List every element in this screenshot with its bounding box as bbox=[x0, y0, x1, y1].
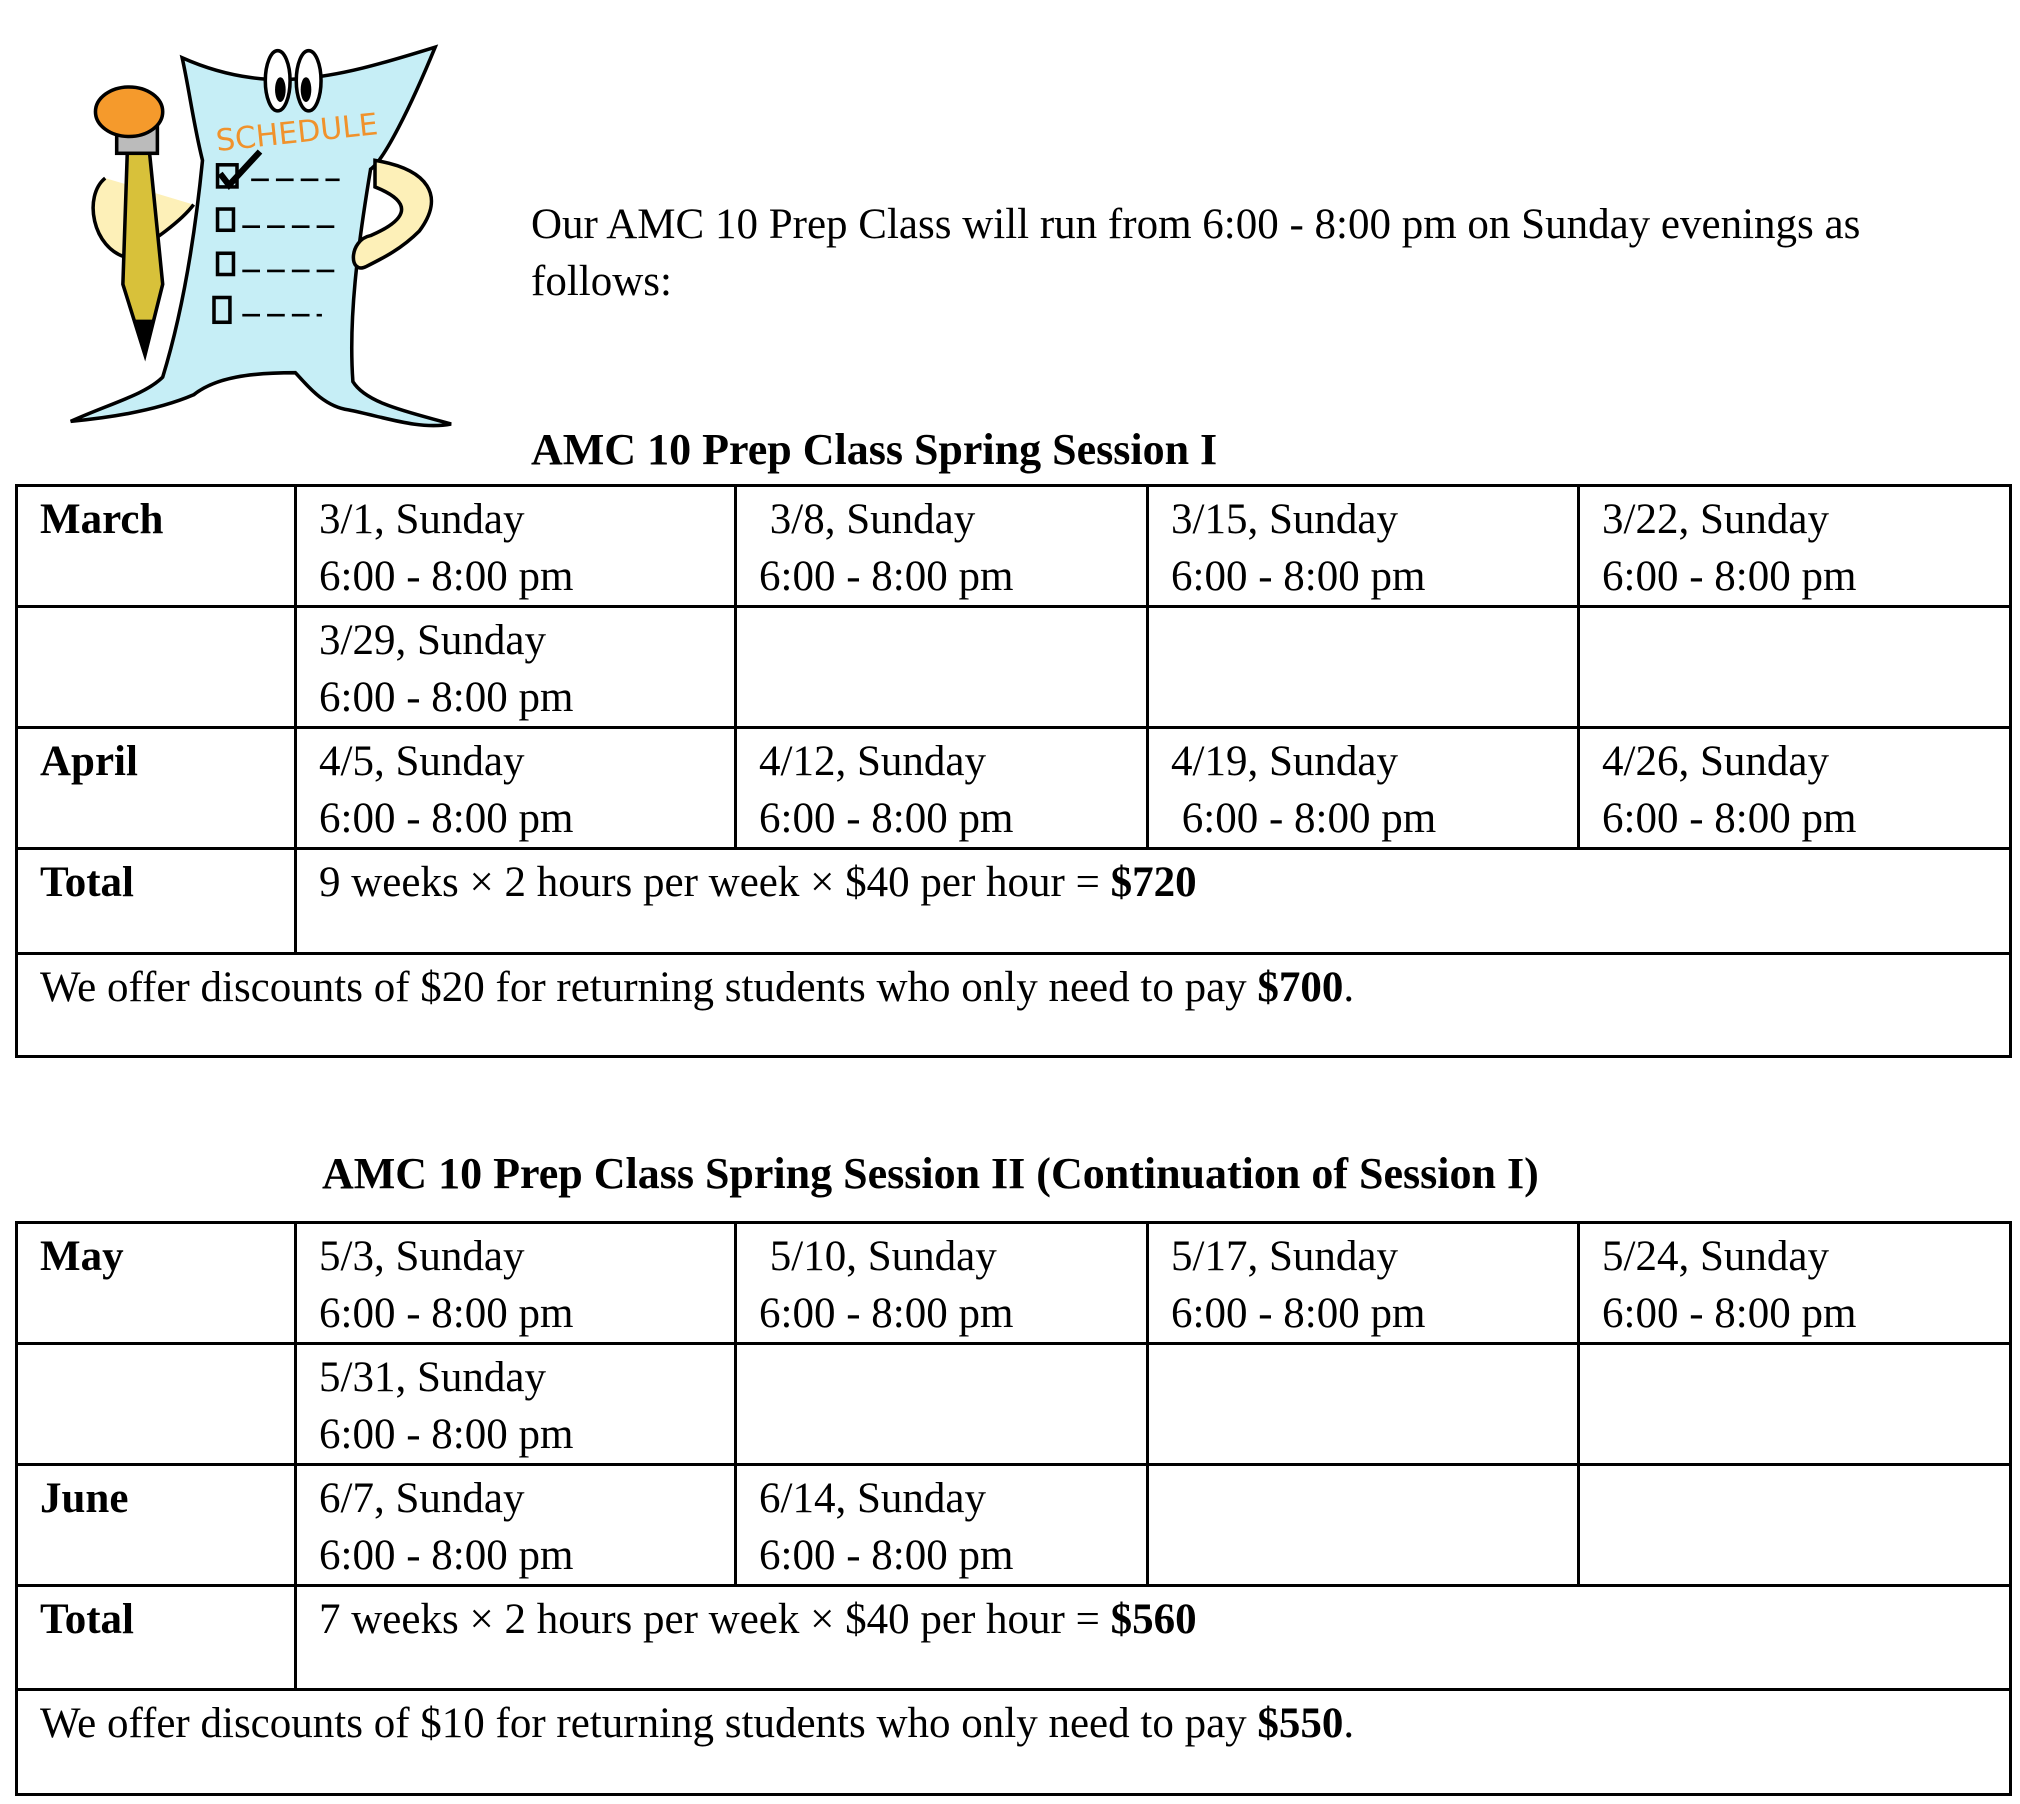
class-cell: 5/31, Sunday 6:00 - 8:00 pm bbox=[294, 1342, 737, 1466]
empty-cell bbox=[734, 1342, 1149, 1466]
session-1-title: AMC 10 Prep Class Spring Session I bbox=[531, 425, 1218, 474]
discount-text: We offer discounts of $10 for returning … bbox=[15, 1688, 2012, 1796]
month-cell bbox=[15, 1342, 297, 1466]
month-cell bbox=[15, 605, 297, 729]
class-cell: 5/24, Sunday 6:00 - 8:00 pm bbox=[1577, 1221, 2012, 1345]
total-formula: 7 weeks × 2 hours per week × $40 per hou… bbox=[294, 1584, 2012, 1691]
table-row: March 3/1, Sunday 6:00 - 8:00 pm 3/8, Sun… bbox=[15, 484, 2012, 608]
class-cell: 4/19, Sunday 6:00 - 8:00 pm bbox=[1146, 726, 1580, 850]
class-cell: 3/22, Sunday 6:00 - 8:00 pm bbox=[1577, 484, 2012, 608]
table-row: May 5/3, Sunday 6:00 - 8:00 pm 5/10, Sund… bbox=[15, 1221, 2012, 1345]
discount-amount: $700 bbox=[1257, 964, 1344, 1011]
class-cell: 5/3, Sunday 6:00 - 8:00 pm bbox=[294, 1221, 737, 1345]
discount-row: We offer discounts of $20 for returning … bbox=[15, 952, 2012, 1058]
discount-amount: $550 bbox=[1257, 1700, 1344, 1747]
class-cell: 3/29, Sunday 6:00 - 8:00 pm bbox=[294, 605, 737, 729]
class-cell: 6/14, Sunday 6:00 - 8:00 pm bbox=[734, 1463, 1149, 1587]
empty-cell bbox=[1577, 605, 2012, 729]
empty-cell bbox=[1146, 1342, 1580, 1466]
class-cell: 3/8, Sunday 6:00 - 8:00 pm bbox=[734, 484, 1149, 608]
class-cell: 3/1, Sunday 6:00 - 8:00 pm bbox=[294, 484, 737, 608]
month-cell: May bbox=[15, 1221, 297, 1345]
session-2-title: AMC 10 Prep Class Spring Session II (Con… bbox=[322, 1149, 1539, 1198]
total-formula: 9 weeks × 2 hours per week × $40 per hou… bbox=[294, 847, 2012, 955]
total-amount: $720 bbox=[1110, 859, 1197, 906]
total-label: Total bbox=[15, 1584, 297, 1691]
discount-text: We offer discounts of $20 for returning … bbox=[15, 952, 2012, 1058]
class-cell: 4/12, Sunday 6:00 - 8:00 pm bbox=[734, 726, 1149, 850]
month-cell: March bbox=[15, 484, 297, 608]
month-cell: June bbox=[15, 1463, 297, 1587]
class-cell: 5/10, Sunday 6:00 - 8:00 pm bbox=[734, 1221, 1149, 1345]
class-cell: 4/5, Sunday 6:00 - 8:00 pm bbox=[294, 726, 737, 850]
total-label: Total bbox=[15, 847, 297, 955]
discount-row: We offer discounts of $10 for returning … bbox=[15, 1688, 2012, 1796]
total-row: Total 9 weeks × 2 hours per week × $40 p… bbox=[15, 847, 2012, 955]
session-1-table: March 3/1, Sunday 6:00 - 8:00 pm 3/8, Sun… bbox=[15, 484, 2012, 1058]
table-row: 3/29, Sunday 6:00 - 8:00 pm bbox=[15, 605, 2012, 729]
session-2-table: May 5/3, Sunday 6:00 - 8:00 pm 5/10, Sund… bbox=[15, 1221, 2012, 1796]
total-row: Total 7 weeks × 2 hours per week × $40 p… bbox=[15, 1584, 2012, 1691]
empty-cell bbox=[1146, 1463, 1580, 1587]
empty-cell bbox=[1577, 1463, 2012, 1587]
table-row: April 4/5, Sunday 6:00 - 8:00 pm 4/12, Su… bbox=[15, 726, 2012, 850]
total-amount: $560 bbox=[1110, 1596, 1197, 1643]
class-cell: 6/7, Sunday 6:00 - 8:00 pm bbox=[294, 1463, 737, 1587]
schedule-clipart-image: SCHEDULE bbox=[69, 44, 452, 428]
class-cell: 4/26, Sunday 6:00 - 8:00 pm bbox=[1577, 726, 2012, 850]
empty-cell bbox=[1146, 605, 1580, 729]
empty-cell bbox=[734, 605, 1149, 729]
empty-cell bbox=[1577, 1342, 2012, 1466]
month-cell: April bbox=[15, 726, 297, 850]
class-cell: 5/17, Sunday 6:00 - 8:00 pm bbox=[1146, 1221, 1580, 1345]
class-cell: 3/15, Sunday 6:00 - 8:00 pm bbox=[1146, 484, 1580, 608]
table-row: 5/31, Sunday 6:00 - 8:00 pm bbox=[15, 1342, 2012, 1466]
intro-text: Our AMC 10 Prep Class will run from 6:00… bbox=[531, 201, 1861, 305]
table-row: June 6/7, Sunday 6:00 - 8:00 pm 6/14, Sun… bbox=[15, 1463, 2012, 1587]
